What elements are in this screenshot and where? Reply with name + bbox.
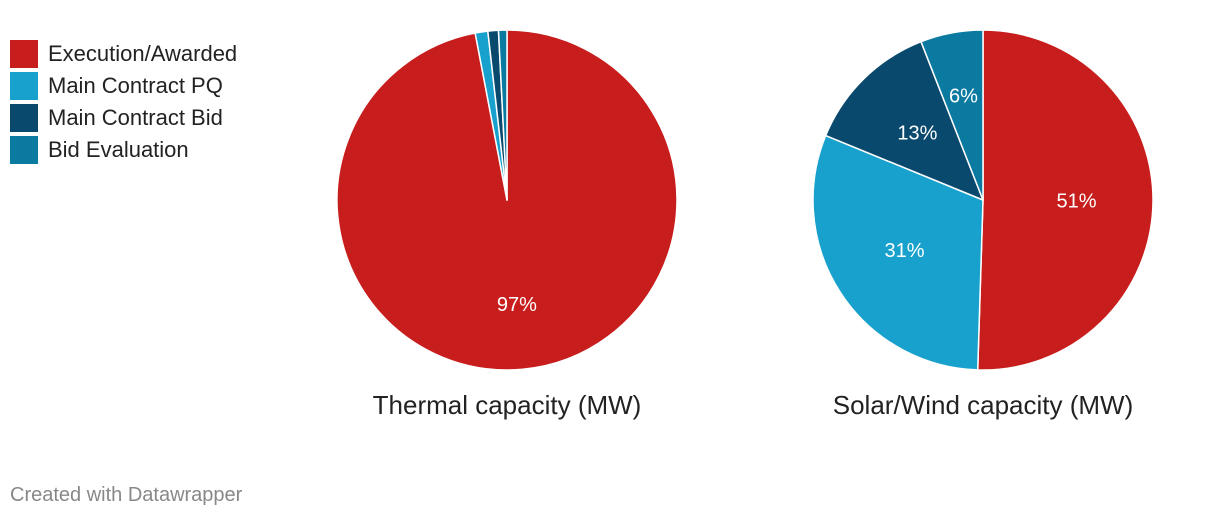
- pie-slice-execution-awarded: [976, 29, 1154, 371]
- legend-label: Main Contract Bid: [48, 105, 223, 130]
- data-label-main-contract-bid: 13%: [897, 122, 937, 144]
- legend-swatch: [10, 136, 38, 164]
- pie-slice-bid-evaluation: [497, 29, 508, 201]
- thermal-pie-chart: 97% Thermal capacity (MW): [287, 0, 727, 440]
- chart-title: Thermal capacity (MW): [372, 390, 642, 420]
- pie-slice-main-contract-bid: [824, 40, 984, 201]
- pie-slice-bid-evaluation: [920, 29, 984, 201]
- pie-slice-execution-awarded: [336, 29, 678, 371]
- legend-swatch: [10, 104, 38, 132]
- legend-item-bid-evaluation: Bid Evaluation: [10, 134, 237, 166]
- thermal-pie-svg: 97%: [336, 29, 678, 371]
- pie-slice-main-contract-pq: [812, 134, 984, 371]
- legend-swatch: [10, 72, 38, 100]
- data-label-execution-awarded: 51%: [1056, 190, 1096, 212]
- legend-label: Execution/Awarded: [48, 41, 238, 66]
- legend-item-main-contract-bid: Main Contract Bid: [10, 102, 237, 134]
- legend-label: Bid Evaluation: [48, 137, 189, 162]
- footer-credit: Created with Datawrapper: [10, 484, 243, 506]
- chart-title: Solar/Wind capacity (MW): [832, 390, 1134, 420]
- legend-label: Main Contract PQ: [48, 73, 223, 98]
- legend-swatch: [10, 40, 38, 68]
- legend-item-main-contract-pq: Main Contract PQ: [10, 70, 237, 102]
- data-label-main-contract-pq: 31%: [885, 240, 925, 262]
- data-label-bid-evaluation: 6%: [949, 85, 978, 107]
- legend: Execution/Awarded Main Contract PQ Main …: [10, 38, 237, 166]
- legend-item-execution-awarded: Execution/Awarded: [10, 38, 237, 70]
- data-label-execution-awarded: 97%: [497, 294, 537, 316]
- solar-wind-pie-chart: 51% 31% 13% 6% Solar/Wind capacity (MW): [763, 0, 1203, 440]
- solar-wind-pie-svg: 51% 31% 13% 6%: [812, 29, 1154, 371]
